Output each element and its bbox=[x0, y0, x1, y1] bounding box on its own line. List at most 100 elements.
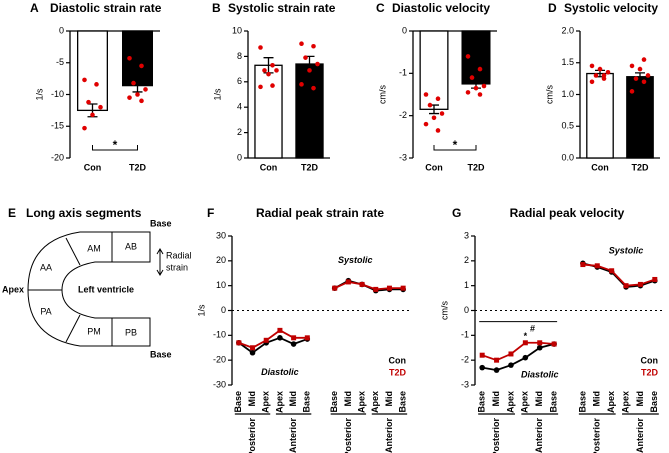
x-tick-label: Base bbox=[477, 391, 487, 413]
data-point bbox=[481, 83, 487, 89]
data-point bbox=[82, 77, 87, 83]
y-axis-label: 1/s bbox=[196, 304, 206, 317]
data-point bbox=[645, 73, 651, 78]
group-label: Anterior bbox=[635, 418, 645, 453]
data-point bbox=[90, 112, 95, 118]
significance-label: * bbox=[113, 138, 118, 152]
y-tick-label: 0.5 bbox=[561, 121, 574, 131]
y-tick-label: -10 bbox=[51, 89, 64, 99]
data-point bbox=[435, 96, 441, 102]
x-tick-label: Base bbox=[548, 391, 558, 413]
series-marker bbox=[594, 263, 600, 269]
series-line bbox=[482, 262, 656, 372]
y-tick-label: 6 bbox=[237, 76, 242, 86]
legend-entry: T2D bbox=[641, 367, 659, 377]
data-point bbox=[82, 125, 87, 131]
annotation: Diastolic bbox=[261, 367, 299, 377]
significance-bracket bbox=[433, 145, 477, 151]
y-tick-label: 1.0 bbox=[561, 89, 574, 99]
series-marker bbox=[290, 341, 297, 347]
arrow-heads bbox=[156, 248, 164, 276]
data-point bbox=[629, 63, 635, 69]
data-point bbox=[605, 69, 611, 75]
data-point bbox=[98, 104, 103, 110]
y-tick-label: 2 bbox=[237, 127, 242, 137]
data-point bbox=[86, 99, 91, 105]
panel-letter: A bbox=[30, 1, 39, 15]
data-point bbox=[315, 61, 320, 67]
panel-title: Long axis segments bbox=[26, 206, 142, 220]
series-marker bbox=[536, 344, 543, 351]
x-tick-label: Apex bbox=[356, 391, 366, 413]
panel-title: Radial peak velocity bbox=[510, 206, 625, 220]
x-tick-label: Mid bbox=[491, 391, 501, 407]
bar bbox=[254, 64, 283, 159]
data-point bbox=[307, 68, 312, 73]
bar bbox=[586, 72, 614, 159]
y-tick-label: 2 bbox=[464, 255, 469, 265]
data-point bbox=[303, 55, 308, 60]
series-line bbox=[238, 281, 404, 349]
data-point bbox=[641, 79, 647, 85]
y-tick-label: -3 bbox=[399, 152, 407, 162]
data-point bbox=[139, 98, 144, 104]
y-tick-label: 10 bbox=[232, 25, 242, 35]
data-point bbox=[258, 45, 263, 50]
data-point bbox=[270, 83, 275, 88]
panel-letter: E bbox=[8, 206, 16, 220]
annotation: Systolic bbox=[609, 245, 644, 255]
data-point bbox=[597, 66, 603, 72]
series-marker bbox=[359, 281, 365, 287]
error-bar bbox=[132, 78, 143, 93]
y-tick-label: 20 bbox=[216, 255, 226, 265]
x-tick-label: Apex bbox=[274, 391, 284, 413]
data-point bbox=[593, 73, 599, 78]
data-point bbox=[143, 87, 148, 92]
data-point bbox=[589, 79, 595, 85]
x-tick-label: Base bbox=[577, 391, 587, 413]
data-point bbox=[270, 62, 275, 68]
panel-letter: D bbox=[548, 1, 557, 15]
panel-letter: C bbox=[376, 1, 385, 15]
series-marker bbox=[494, 357, 500, 363]
data-point bbox=[274, 68, 279, 73]
annotation: Diastolic bbox=[521, 369, 559, 379]
data-point bbox=[473, 85, 479, 91]
y-axis-label: 1/s bbox=[212, 88, 222, 101]
y-tick-label: 0 bbox=[237, 152, 242, 162]
bar bbox=[419, 30, 449, 110]
annotation: # bbox=[530, 324, 535, 334]
y-tick-label: 0 bbox=[402, 25, 407, 35]
panel-letter: F bbox=[207, 206, 214, 220]
series-marker bbox=[277, 327, 283, 333]
radial-label: Radial bbox=[166, 250, 192, 260]
group-label: Posterior bbox=[491, 418, 501, 453]
x-tick-label: Mid bbox=[635, 391, 645, 407]
series-marker bbox=[332, 285, 338, 291]
y-tick-label: -3 bbox=[461, 379, 469, 389]
series-marker bbox=[373, 286, 379, 292]
data-point bbox=[423, 121, 429, 127]
data-point bbox=[299, 41, 304, 46]
bar bbox=[295, 63, 324, 159]
data-point bbox=[637, 66, 643, 72]
y-tick-label: -20 bbox=[213, 355, 226, 365]
series-marker bbox=[479, 364, 485, 371]
x-tick-label: Apex bbox=[606, 391, 616, 413]
data-point bbox=[311, 43, 316, 49]
x-tick-label: Apex bbox=[520, 391, 530, 413]
x-tick-label: Base bbox=[233, 391, 243, 413]
data-point bbox=[435, 128, 441, 133]
segment-label: AB bbox=[125, 241, 137, 251]
significance-label: * bbox=[453, 138, 458, 152]
x-tick-label: Mid bbox=[534, 391, 544, 407]
y-tick-label: -30 bbox=[213, 379, 226, 389]
series-marker bbox=[250, 345, 256, 351]
series-marker bbox=[537, 340, 543, 346]
bar bbox=[77, 30, 109, 112]
diagram-e bbox=[27, 231, 164, 347]
data-point bbox=[266, 71, 271, 77]
segment-label: PM bbox=[87, 326, 101, 336]
series-marker bbox=[304, 335, 310, 341]
x-tick-label: Mid bbox=[592, 391, 602, 407]
